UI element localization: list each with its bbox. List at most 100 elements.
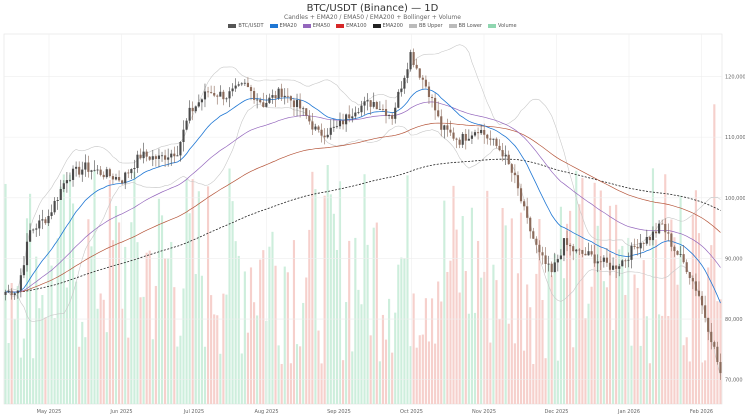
- volume-bar: [713, 104, 716, 404]
- volume-bar: [234, 241, 237, 404]
- candle-body: [265, 102, 268, 107]
- volume-bar: [22, 338, 26, 404]
- candle-body: [216, 95, 219, 97]
- volume-bar: [605, 287, 609, 404]
- volume-bar: [615, 204, 618, 404]
- candle-body: [556, 259, 559, 263]
- candle-body: [624, 260, 627, 262]
- candle-body: [630, 245, 633, 260]
- candle-body: [535, 238, 538, 245]
- candle-body: [249, 87, 253, 92]
- candle-body: [62, 183, 65, 190]
- volume-bar: [403, 258, 406, 404]
- candle-body: [596, 261, 599, 264]
- volume-bar: [611, 329, 615, 404]
- volume-bar: [572, 347, 575, 404]
- volume-bar: [388, 298, 391, 404]
- candle-body: [157, 155, 161, 159]
- candle-body: [676, 251, 679, 255]
- legend-swatch: [487, 24, 496, 28]
- x-tick-label: Nov 2025: [472, 409, 496, 415]
- candle-body: [544, 255, 547, 264]
- candle-body: [443, 125, 446, 130]
- candle-body: [335, 126, 338, 128]
- volume-bar: [526, 284, 529, 404]
- candle-body: [700, 295, 704, 306]
- candle-body: [360, 105, 363, 113]
- volume-bar: [222, 293, 225, 404]
- candle-body: [308, 115, 311, 122]
- candle-body: [498, 145, 501, 151]
- volume-bar: [565, 223, 569, 404]
- volume-bar: [19, 357, 22, 404]
- candle-body: [682, 254, 685, 263]
- candle-body: [397, 91, 400, 108]
- candle-body: [587, 251, 590, 256]
- candle-body: [277, 88, 280, 99]
- volume-bar: [630, 345, 633, 404]
- volume-bar: [651, 168, 655, 404]
- volume-bar: [553, 254, 556, 404]
- volume-bar: [225, 294, 228, 404]
- candle-body: [553, 262, 556, 273]
- volume-bar: [578, 204, 581, 404]
- volume-bar: [513, 343, 516, 404]
- candle-body: [670, 233, 673, 247]
- candle-body: [185, 120, 188, 130]
- candle-body: [10, 290, 13, 296]
- x-tick-label: May 2025: [37, 409, 62, 415]
- volume-bar: [621, 245, 624, 404]
- candle-body: [486, 134, 489, 139]
- volume-bar: [654, 239, 658, 404]
- volume-bar: [29, 193, 32, 404]
- volume-bar: [394, 312, 397, 404]
- candle-body: [572, 246, 575, 252]
- candle-body: [391, 115, 394, 119]
- candle-body: [480, 129, 483, 134]
- candle-body: [256, 99, 259, 101]
- candle-body: [210, 92, 213, 93]
- candle-body: [562, 238, 566, 256]
- volume-bar: [642, 260, 645, 404]
- volume-bar: [372, 227, 375, 404]
- volume-bar: [504, 225, 507, 404]
- volume-bar: [345, 302, 348, 404]
- volume-bar: [587, 303, 590, 404]
- volume-bar: [602, 281, 605, 404]
- volume-bar: [575, 170, 578, 404]
- candle-body: [434, 97, 437, 111]
- candle-body: [314, 126, 317, 130]
- volume-bar: [317, 330, 320, 404]
- candle-body: [467, 138, 470, 141]
- volume-bar: [295, 344, 299, 404]
- volume-bar: [7, 343, 10, 404]
- candle-body: [305, 108, 308, 116]
- candle-body: [507, 154, 510, 165]
- candle-body: [179, 142, 182, 156]
- volume-bar: [84, 337, 87, 404]
- candle-body: [719, 362, 722, 374]
- volume-bar: [268, 246, 271, 404]
- volume-bar: [446, 271, 449, 404]
- candle-body: [584, 253, 587, 256]
- candle-body: [661, 223, 664, 225]
- volume-bar: [32, 358, 35, 404]
- legend-swatch: [302, 24, 311, 28]
- volume-bar: [173, 287, 176, 404]
- volume-bar: [670, 219, 673, 404]
- volume-bar: [421, 334, 424, 404]
- legend-label: EMA20: [279, 23, 297, 29]
- candle-body: [194, 106, 197, 112]
- legend-item: BB Upper: [408, 23, 443, 29]
- candle-body: [93, 169, 96, 171]
- volume-bar: [219, 353, 222, 404]
- candle-body: [495, 138, 498, 146]
- candle-body: [611, 265, 615, 270]
- candle-body: [446, 125, 449, 130]
- legend-swatch: [408, 24, 417, 28]
- candle-body: [71, 168, 75, 180]
- candle-body: [234, 85, 237, 89]
- bollinger-upper: [5, 44, 721, 293]
- volume-bar: [679, 195, 682, 404]
- candle-body: [550, 263, 553, 273]
